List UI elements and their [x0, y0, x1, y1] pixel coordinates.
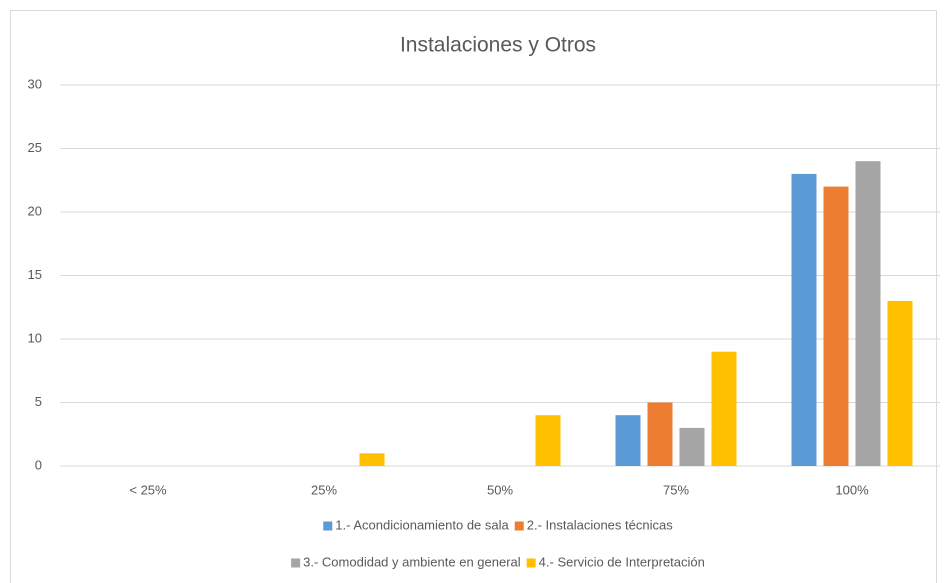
- bar: [679, 427, 705, 466]
- y-tick-label: 10: [28, 330, 42, 345]
- legend-label: 2.- Instalaciones técnicas: [527, 517, 673, 532]
- bar: [791, 173, 817, 466]
- legend-label: 4.- Servicio de Interpretación: [539, 554, 705, 569]
- y-tick-label: 30: [28, 76, 42, 91]
- chart-frame: [10, 10, 937, 583]
- legend-swatch: [291, 558, 301, 568]
- legend-label: 1.- Acondicionamiento de sala: [335, 517, 509, 532]
- legend-swatch: [526, 558, 536, 568]
- x-tick-label: 25%: [311, 482, 337, 497]
- x-tick-label: 100%: [835, 482, 869, 497]
- y-tick-label: 20: [28, 203, 42, 218]
- legend-label: 3.- Comodidad y ambiente en general: [303, 554, 521, 569]
- y-tick-label: 5: [35, 394, 42, 409]
- bar: [887, 300, 913, 466]
- y-tick-label: 25: [28, 140, 42, 155]
- bar: [647, 402, 673, 466]
- bar: [855, 161, 881, 466]
- x-tick-label: 50%: [487, 482, 513, 497]
- bar: [359, 453, 385, 466]
- legend-row: 3.- Comodidad y ambiente en general 4.- S…: [291, 554, 705, 569]
- chart-title: Instalaciones y Otros: [400, 34, 596, 57]
- y-tick-label: 15: [28, 267, 42, 282]
- legend-swatch: [323, 521, 333, 531]
- y-tick-label: 0: [35, 457, 42, 472]
- bar: [535, 415, 561, 466]
- bar: [711, 351, 737, 466]
- bar: [615, 415, 641, 466]
- x-tick-label: < 25%: [129, 482, 167, 497]
- bar: [823, 186, 849, 466]
- x-tick-label: 75%: [663, 482, 689, 497]
- legend-row: 1.- Acondicionamiento de sala 2.- Instala…: [323, 517, 673, 532]
- legend-swatch: [514, 521, 524, 531]
